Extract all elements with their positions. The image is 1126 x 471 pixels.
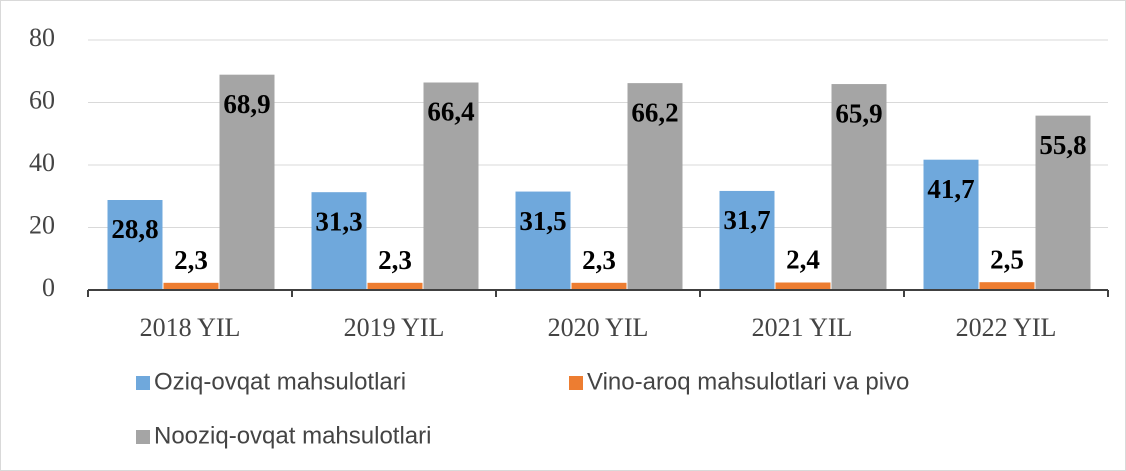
y-tick-label: 40 bbox=[29, 148, 55, 177]
x-tick-label: 2021 YIL bbox=[752, 313, 853, 342]
bar bbox=[107, 200, 163, 290]
bar bbox=[775, 282, 831, 290]
data-label: 2,3 bbox=[582, 245, 616, 275]
data-label: 66,4 bbox=[427, 97, 474, 127]
y-tick-label: 60 bbox=[29, 85, 55, 114]
bar bbox=[1035, 115, 1091, 290]
y-tick-label: 0 bbox=[42, 273, 55, 302]
bar bbox=[831, 84, 887, 290]
data-label: 2,3 bbox=[378, 245, 412, 275]
bar bbox=[979, 282, 1035, 290]
data-label: 2,4 bbox=[786, 245, 820, 275]
x-tick-label: 2022 YIL bbox=[956, 313, 1057, 342]
legend-label: Oziq-ovqat mahsulotlari bbox=[154, 368, 406, 395]
legend-swatch bbox=[136, 430, 150, 444]
data-label: 68,9 bbox=[223, 89, 270, 119]
bar bbox=[311, 192, 367, 290]
x-tick-label: 2020 YIL bbox=[548, 313, 649, 342]
legend-label: Vino-aroq mahsulotlari va pivo bbox=[587, 368, 909, 395]
x-tick-label: 2018 YIL bbox=[140, 313, 241, 342]
bar bbox=[719, 190, 775, 290]
data-label: 31,3 bbox=[315, 206, 362, 236]
data-label: 55,8 bbox=[1039, 130, 1086, 160]
legend-swatch bbox=[569, 376, 583, 390]
x-tick-label: 2019 YIL bbox=[344, 313, 445, 342]
bar bbox=[515, 191, 571, 290]
data-label: 2,5 bbox=[990, 244, 1024, 274]
data-label: 28,8 bbox=[111, 214, 158, 244]
y-tick-label: 80 bbox=[29, 23, 55, 52]
bar bbox=[163, 282, 219, 290]
bar bbox=[627, 83, 683, 290]
data-label: 31,7 bbox=[723, 205, 770, 235]
data-label: 2,3 bbox=[174, 245, 208, 275]
data-label: 66,2 bbox=[631, 97, 678, 127]
data-label: 65,9 bbox=[835, 98, 882, 128]
bar bbox=[571, 282, 627, 290]
y-tick-label: 20 bbox=[29, 210, 55, 239]
bar bbox=[923, 159, 979, 290]
bar bbox=[423, 82, 479, 290]
legend-swatch bbox=[136, 376, 150, 390]
data-label: 41,7 bbox=[927, 174, 974, 204]
legend-label: Nooziq-ovqat mahsulotlari bbox=[154, 422, 431, 449]
bar bbox=[219, 74, 275, 290]
bar bbox=[367, 282, 423, 290]
data-label: 31,5 bbox=[519, 206, 566, 236]
